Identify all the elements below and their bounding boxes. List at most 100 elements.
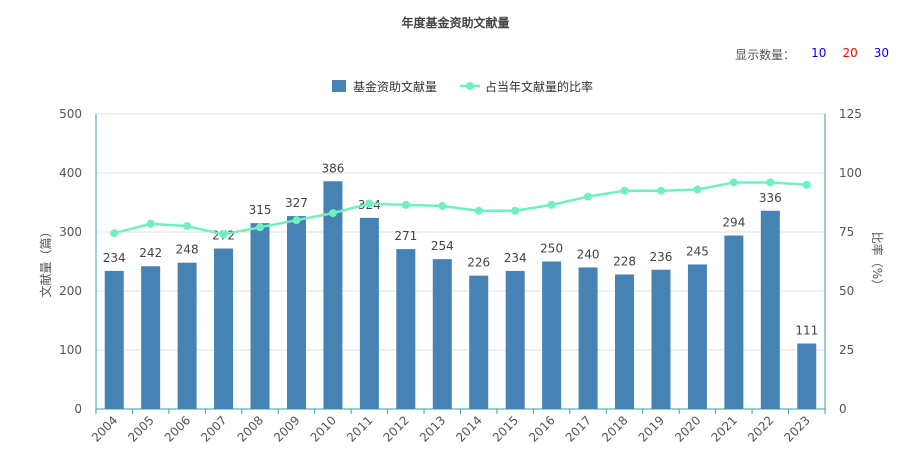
bar-value-label: 248 bbox=[176, 243, 199, 257]
ratio-point bbox=[183, 222, 192, 231]
bar-value-label: 226 bbox=[467, 256, 490, 270]
ratio-point bbox=[365, 199, 374, 208]
bar-value-label: 315 bbox=[249, 203, 272, 217]
ratio-point bbox=[401, 200, 410, 209]
x-tick-label: 2006 bbox=[162, 413, 193, 444]
bar-value-label: 336 bbox=[759, 191, 782, 205]
bar-value-label: 236 bbox=[650, 250, 673, 264]
bar bbox=[687, 264, 707, 409]
bar bbox=[760, 210, 780, 409]
x-tick-label: 2021 bbox=[708, 413, 739, 444]
y-right-tick-label: 0 bbox=[839, 402, 847, 416]
x-tick-label: 2015 bbox=[490, 413, 521, 444]
ratio-point bbox=[110, 229, 119, 238]
bar bbox=[469, 275, 489, 409]
bar-value-label: 240 bbox=[577, 247, 600, 261]
y-left-tick-label: 0 bbox=[74, 402, 82, 416]
ratio-point bbox=[474, 206, 483, 215]
bar bbox=[286, 216, 306, 409]
bar bbox=[724, 235, 744, 409]
display-count-option-30[interactable]: 30 bbox=[873, 46, 889, 60]
ratio-line bbox=[113, 181, 807, 236]
bar bbox=[578, 267, 598, 409]
legend-bar-label: 基金资助文献量 bbox=[353, 79, 437, 94]
y-right-tick-label: 50 bbox=[839, 284, 854, 298]
y-right-axis-title: 比率（%） bbox=[870, 232, 885, 291]
y-right-tick-label: 75 bbox=[839, 225, 854, 239]
bar-value-label: 271 bbox=[394, 229, 417, 243]
ratio-point bbox=[693, 185, 702, 194]
y-left-axis-title: 文献量（篇） bbox=[38, 225, 53, 297]
bar-value-label: 327 bbox=[285, 196, 308, 210]
bar bbox=[177, 262, 197, 409]
bar bbox=[432, 259, 452, 409]
ratio-point bbox=[547, 200, 556, 209]
display-count-label: 显示数量： bbox=[735, 48, 796, 62]
ratio-point bbox=[292, 216, 301, 225]
x-tick-label: 2012 bbox=[380, 413, 411, 444]
bar-value-label: 386 bbox=[321, 161, 344, 175]
x-tick-label: 2008 bbox=[235, 413, 266, 444]
bar bbox=[104, 270, 124, 409]
ratio-point bbox=[256, 223, 265, 232]
x-tick-label: 2005 bbox=[125, 413, 156, 444]
x-tick-label: 2016 bbox=[526, 413, 557, 444]
y-right-tick-label: 100 bbox=[839, 166, 862, 180]
y-right-tick-label: 25 bbox=[839, 343, 854, 357]
x-tick-label: 2023 bbox=[781, 413, 812, 444]
display-count-option-10[interactable]: 10 bbox=[811, 46, 827, 60]
x-tick-label: 2018 bbox=[599, 413, 630, 444]
bar bbox=[323, 181, 343, 409]
ratio-point bbox=[620, 186, 629, 195]
bar bbox=[615, 274, 635, 409]
x-tick-label: 2009 bbox=[271, 413, 302, 444]
ratio-point bbox=[328, 209, 337, 218]
display-count-selector: 显示数量： 10 20 30 bbox=[735, 46, 889, 63]
bar bbox=[505, 270, 525, 409]
chart-title: 年度基金资助文献量 bbox=[401, 16, 510, 30]
x-tick-label: 2010 bbox=[308, 413, 339, 444]
bar bbox=[214, 248, 234, 409]
y-right-tick-label: 125 bbox=[839, 107, 862, 121]
ratio-point bbox=[146, 219, 155, 228]
bar-value-label: 111 bbox=[795, 324, 818, 338]
bar-value-label: 254 bbox=[431, 239, 454, 253]
bar-value-label: 250 bbox=[540, 242, 563, 256]
bar-value-label: 242 bbox=[139, 246, 162, 260]
y-left-tick-label: 100 bbox=[59, 343, 82, 357]
x-tick-label: 2007 bbox=[198, 413, 229, 444]
bar-value-label: 294 bbox=[722, 216, 745, 230]
y-left-tick-label: 300 bbox=[59, 225, 82, 239]
display-count-option-20[interactable]: 20 bbox=[842, 46, 858, 60]
ratio-point bbox=[219, 230, 228, 239]
bar bbox=[141, 266, 161, 409]
bar bbox=[359, 217, 379, 409]
y-left-tick-label: 400 bbox=[59, 166, 82, 180]
x-tick-label: 2017 bbox=[563, 413, 594, 444]
x-tick-label: 2013 bbox=[417, 413, 448, 444]
y-left-tick-label: 500 bbox=[59, 107, 82, 121]
bar-value-label: 228 bbox=[613, 254, 636, 268]
ratio-point bbox=[802, 180, 811, 189]
bar bbox=[396, 249, 416, 409]
ratio-point bbox=[656, 186, 665, 195]
ratio-point bbox=[729, 178, 738, 187]
x-tick-label: 2004 bbox=[89, 413, 120, 444]
ratio-point bbox=[511, 206, 520, 215]
x-tick-label: 2019 bbox=[636, 413, 667, 444]
ratio-point bbox=[438, 202, 447, 211]
bar bbox=[542, 261, 562, 409]
legend-line-label: 占当年文献量的比率 bbox=[485, 79, 593, 94]
x-tick-label: 2014 bbox=[453, 413, 484, 444]
bar bbox=[797, 343, 817, 409]
x-tick-label: 2020 bbox=[672, 413, 703, 444]
legend-bar-swatch bbox=[332, 80, 346, 92]
ratio-point bbox=[766, 178, 775, 187]
ratio-point bbox=[584, 192, 593, 201]
bar-value-label: 234 bbox=[504, 251, 527, 265]
x-tick-label: 2011 bbox=[344, 413, 375, 444]
bar-value-label: 234 bbox=[103, 251, 126, 265]
bar bbox=[250, 223, 270, 409]
x-tick-label: 2022 bbox=[745, 413, 776, 444]
